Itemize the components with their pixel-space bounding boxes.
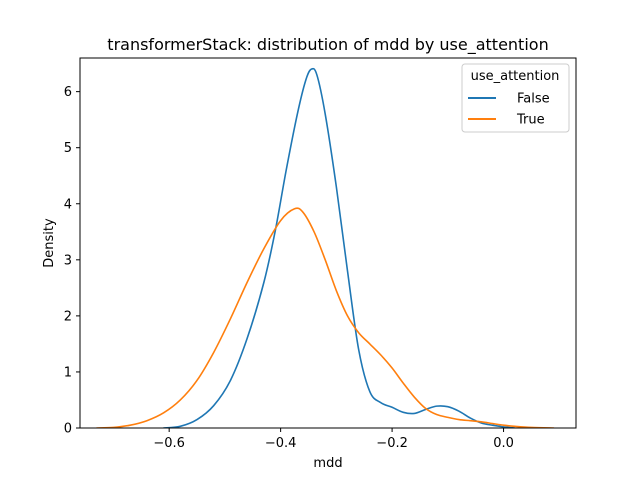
y-tick-label: 4 — [64, 197, 72, 212]
y-tick-label: 2 — [64, 309, 72, 324]
y-tick-label: 0 — [64, 422, 72, 437]
y-ticks: 0 1 2 3 4 5 6 — [64, 85, 80, 437]
y-axis-label: Density — [42, 218, 57, 268]
x-tick-label: −0.4 — [265, 436, 297, 451]
y-tick-label: 1 — [64, 365, 72, 380]
x-ticks: −0.6 −0.4 −0.2 0.0 — [153, 428, 514, 451]
legend-box — [461, 63, 570, 133]
curves — [95, 67, 555, 428]
x-tick-label: −0.2 — [376, 436, 408, 451]
plot-area: −0.6 −0.4 −0.2 0.0 0 1 2 3 4 5 6 — [64, 57, 577, 451]
legend-label-true: True — [516, 113, 545, 128]
legend-entries: False True — [468, 92, 550, 128]
x-tick-label: 0.0 — [493, 436, 514, 451]
y-tick-label: 5 — [64, 141, 72, 156]
plot-frame — [79, 57, 577, 429]
legend-label-false: False — [517, 92, 550, 107]
legend: use_attention False True — [461, 63, 570, 133]
y-tick-label: 3 — [64, 253, 72, 268]
x-tick-label: −0.6 — [153, 436, 185, 451]
series-line-false — [162, 67, 516, 428]
x-axis-label: mdd — [313, 456, 342, 471]
legend-title: use_attention — [471, 69, 560, 84]
y-tick-label: 6 — [64, 85, 72, 100]
chart-title: transformerStack: distribution of mdd by… — [107, 35, 548, 55]
series-line-true — [95, 207, 555, 428]
